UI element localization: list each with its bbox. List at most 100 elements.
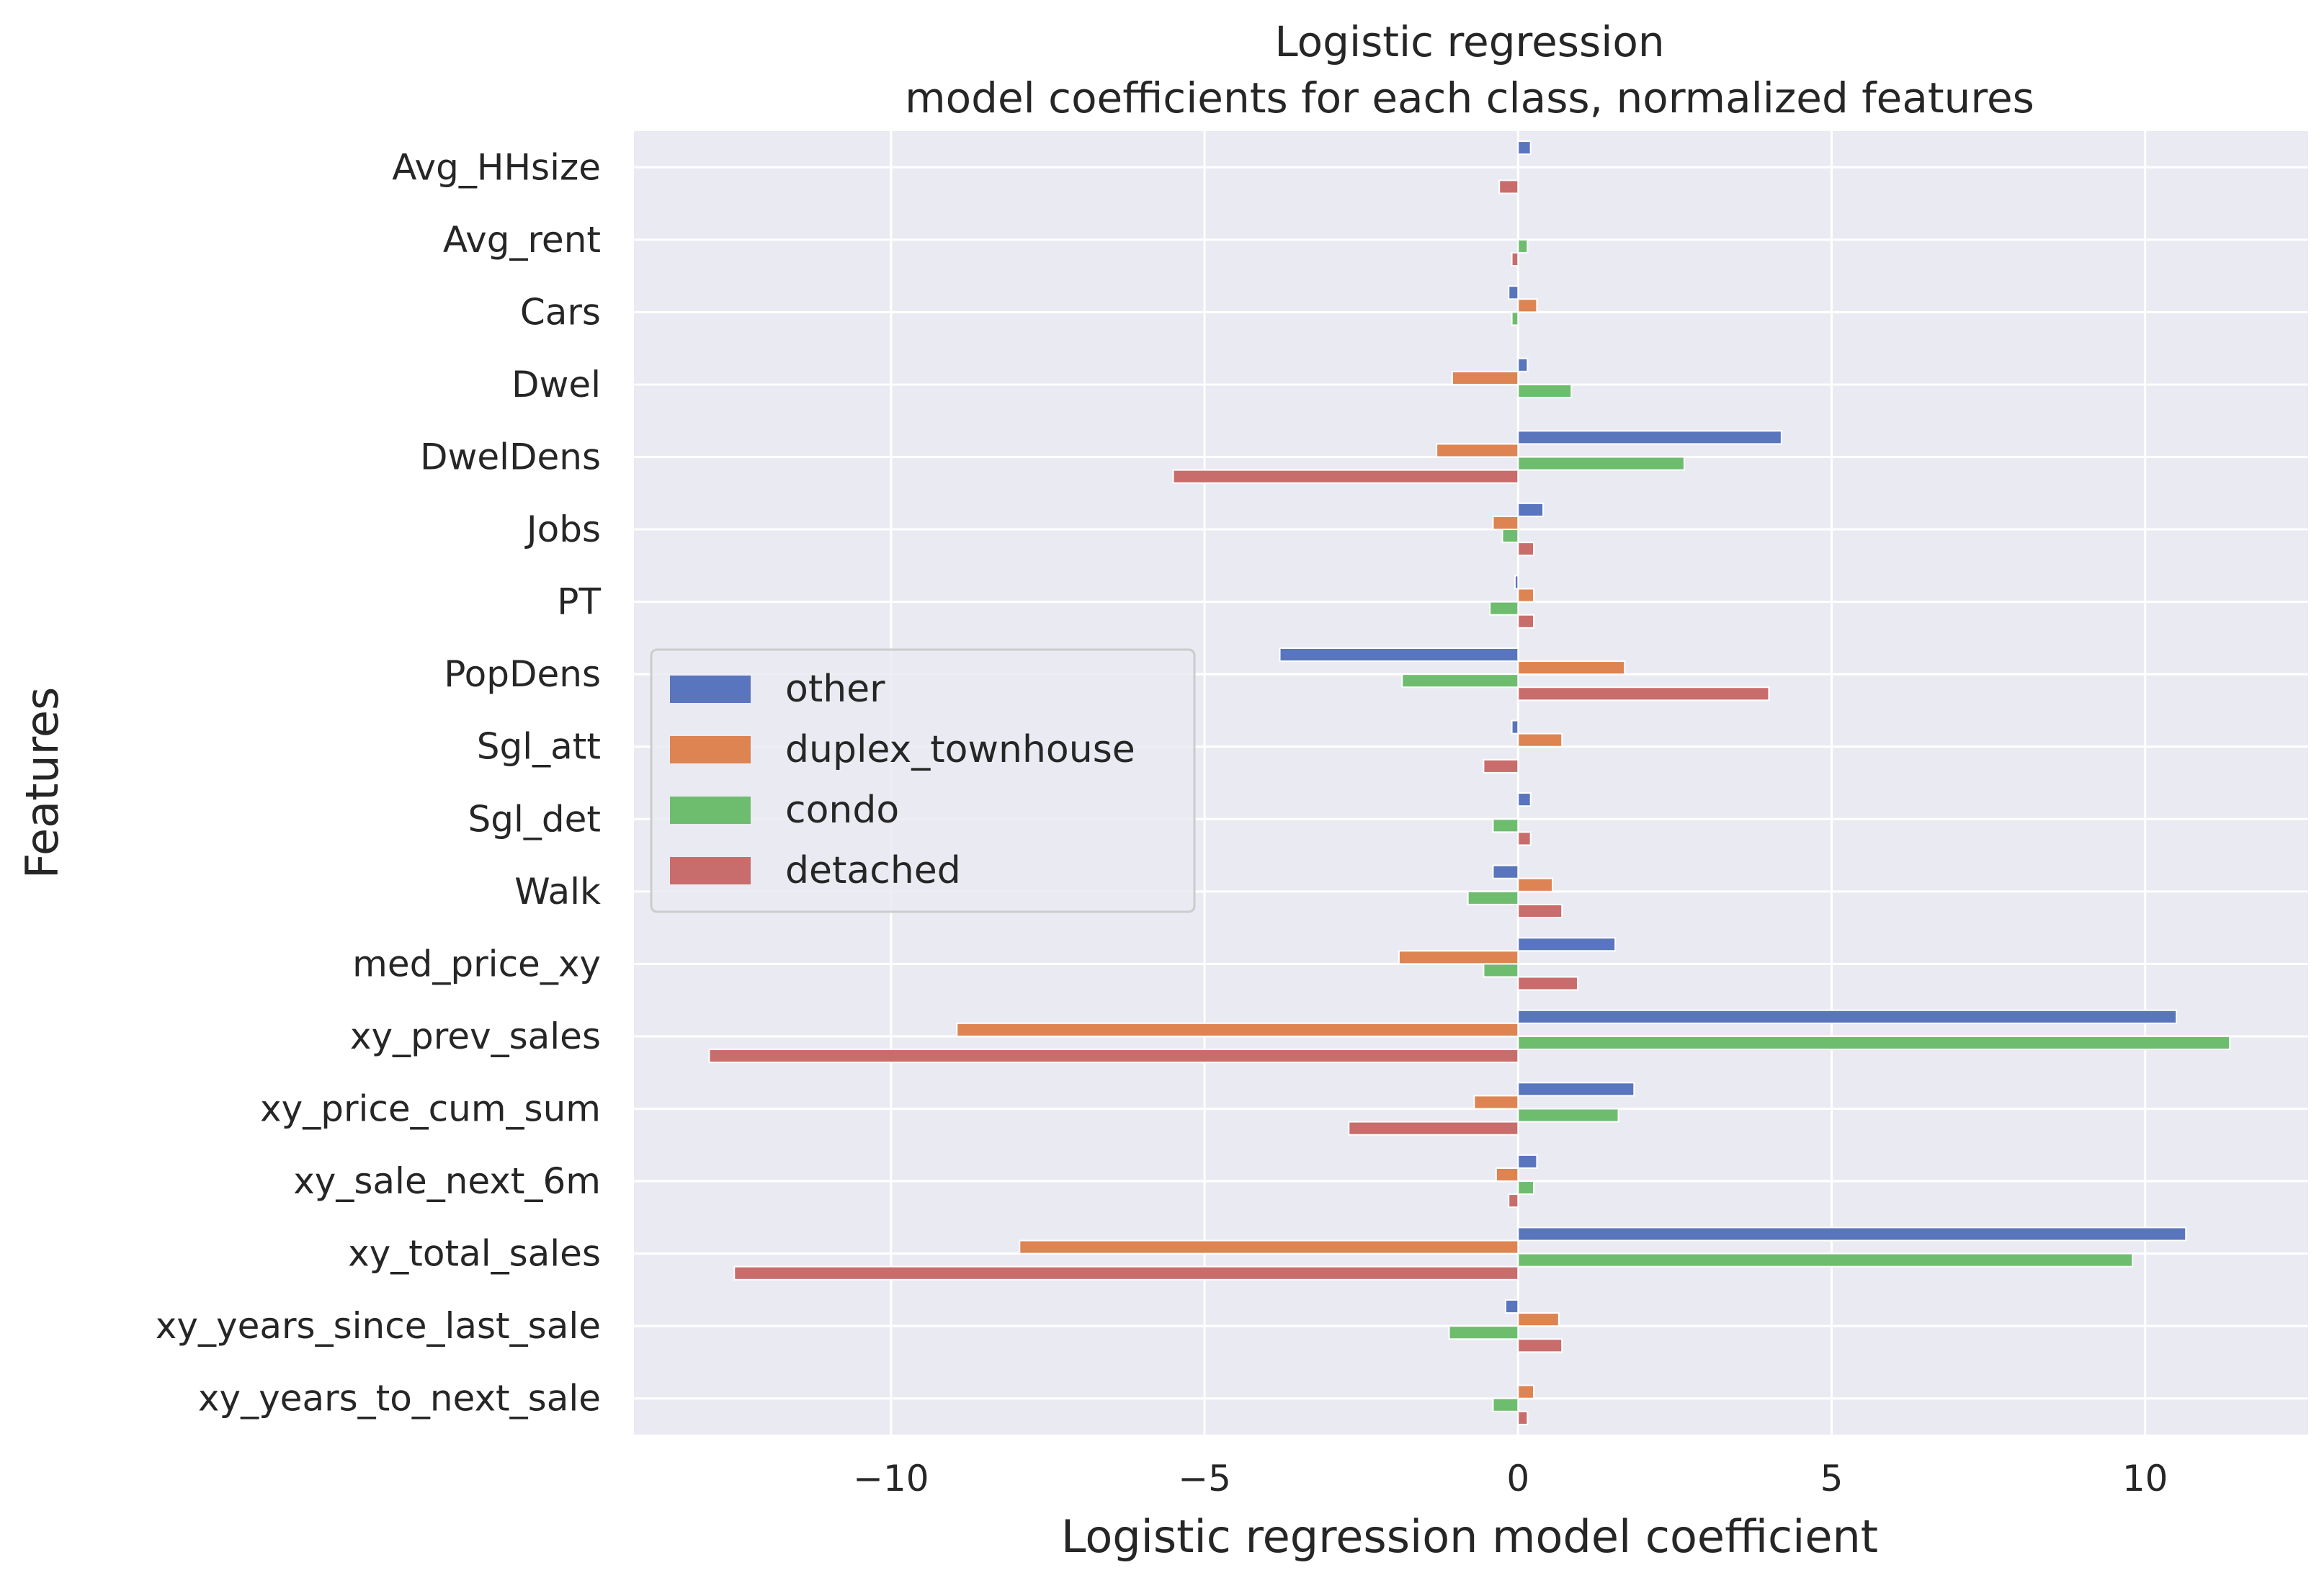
bar-condo [1401, 673, 1519, 689]
legend-label: duplex_townhouse [785, 728, 1135, 771]
x-tick-label: 10 [2122, 1458, 2168, 1499]
bar-duplex-townhouse [1451, 370, 1519, 385]
bar-detached [1517, 542, 1535, 557]
bars [708, 140, 2231, 1425]
bar-condo [1517, 166, 1519, 181]
bar-detached [733, 1265, 1519, 1281]
legend-frame [650, 648, 1196, 913]
y-tick-label: xy_price_cum_sum [260, 1088, 601, 1130]
bar-condo [1489, 601, 1519, 616]
bar-condo [1448, 1325, 1519, 1340]
bar-condo [1492, 1397, 1519, 1412]
chart-title-line: model coefficients for each class, norma… [905, 73, 2034, 122]
bar-condo [1517, 1252, 2134, 1268]
legend-swatch-detached [670, 857, 751, 884]
x-axis-label: Logistic regression model coefficient [1061, 1510, 1878, 1563]
bar-condo [1492, 818, 1519, 833]
bar-condo [1501, 529, 1519, 544]
bar-detached [1517, 324, 1519, 339]
bar-detached [1517, 831, 1532, 846]
y-tick-label: Jobs [524, 508, 601, 550]
y-tick-label: xy_prev_sales [350, 1015, 601, 1057]
bar-other [1504, 1299, 1519, 1314]
bar-detached [1517, 397, 1519, 412]
y-tick-label: xy_years_to_next_sale [198, 1378, 601, 1420]
bar-detached [1517, 976, 1578, 991]
bar-detached [1348, 1121, 1519, 1136]
chart-title-line: Logistic regression [1274, 17, 1664, 66]
legend-label: other [785, 668, 885, 711]
bar-duplex-townhouse [1517, 1384, 1535, 1399]
bar-detached [1508, 1193, 1519, 1208]
bar-other [1514, 575, 1519, 590]
bar-detached [1517, 1338, 1563, 1353]
y-tick-labels: Avg_HHsize Avg_rent Cars Dwel DwelDens Jobs PT… [156, 146, 602, 1419]
legend-label: detached [785, 849, 961, 892]
bar-other [1517, 212, 1519, 228]
bar-other [1508, 285, 1519, 300]
bar-other [1517, 1227, 2187, 1242]
bar-detached [1511, 251, 1519, 267]
bar-other [1517, 1082, 1635, 1097]
bar-other [1517, 1009, 2178, 1024]
bar-condo [1517, 238, 1529, 254]
bar-condo [1517, 383, 1573, 399]
y-tick-label: PopDens [444, 653, 601, 695]
y-tick-label: xy_sale_next_6m [293, 1160, 601, 1202]
legend-swatch-condo [670, 797, 751, 824]
y-tick-label: med_price_xy [352, 943, 601, 985]
bar-condo [1517, 745, 1519, 761]
legend-label: condo [785, 789, 899, 832]
chart-title: Logistic regression model coefficients fo… [905, 17, 2034, 122]
x-tick-label: 5 [1820, 1458, 1843, 1499]
y-tick-label: xy_total_sales [348, 1233, 601, 1275]
bar-duplex-townhouse [1517, 877, 1554, 892]
bar-other [1279, 647, 1519, 663]
bar-detached [1517, 903, 1563, 919]
bar-duplex-townhouse [1517, 1312, 1560, 1327]
bar-duplex-townhouse [956, 1022, 1519, 1037]
bar-condo [1517, 1180, 1535, 1196]
bar-duplex-townhouse [1517, 225, 1519, 241]
bar-other [1517, 502, 1545, 517]
bar-duplex-townhouse [1517, 298, 1538, 313]
bar-detached [708, 1049, 1519, 1064]
bar-condo [1467, 890, 1519, 905]
bar-other [1517, 792, 1532, 807]
bar-condo [1517, 456, 1685, 471]
bar-duplex-townhouse [1517, 660, 1626, 676]
bar-detached [1498, 179, 1519, 194]
bar-detached [1483, 758, 1519, 773]
bar-duplex-townhouse [1517, 805, 1519, 820]
bar-other [1517, 430, 1782, 445]
bar-condo [1517, 1108, 1619, 1123]
y-tick-label: Sgl_det [468, 798, 601, 840]
y-tick-label: Avg_rent [443, 219, 601, 261]
x-tick-label: −5 [1178, 1458, 1231, 1499]
y-tick-label: Sgl_att [477, 726, 601, 768]
bar-detached [1517, 614, 1535, 629]
bar-duplex-townhouse [1436, 443, 1519, 458]
bar-duplex-townhouse [1492, 515, 1519, 531]
y-axis-label: Features [16, 687, 68, 879]
y-tick-label: DwelDens [420, 436, 601, 478]
bar-duplex-townhouse [1398, 950, 1519, 965]
y-tick-label: xy_years_since_last_sale [156, 1305, 601, 1347]
bar-duplex-townhouse [1517, 153, 1519, 169]
bar-other [1517, 937, 1617, 952]
x-tick-labels: −10 −5 0 5 10 [853, 1458, 2168, 1499]
bar-duplex-townhouse [1517, 732, 1563, 748]
legend-swatch-other [670, 676, 751, 703]
y-tick-label: Avg_HHsize [392, 146, 601, 188]
bar-condo [1517, 1035, 2231, 1051]
bar-duplex-townhouse [1495, 1167, 1519, 1183]
bar-condo [1511, 311, 1519, 326]
bar-detached [1517, 686, 1770, 701]
legend-swatch-duplex-townhouse [670, 736, 751, 763]
bar-other [1517, 1154, 1538, 1169]
x-tick-label: −10 [853, 1458, 929, 1499]
y-tick-label: Cars [520, 291, 601, 333]
bar-condo [1483, 963, 1519, 978]
